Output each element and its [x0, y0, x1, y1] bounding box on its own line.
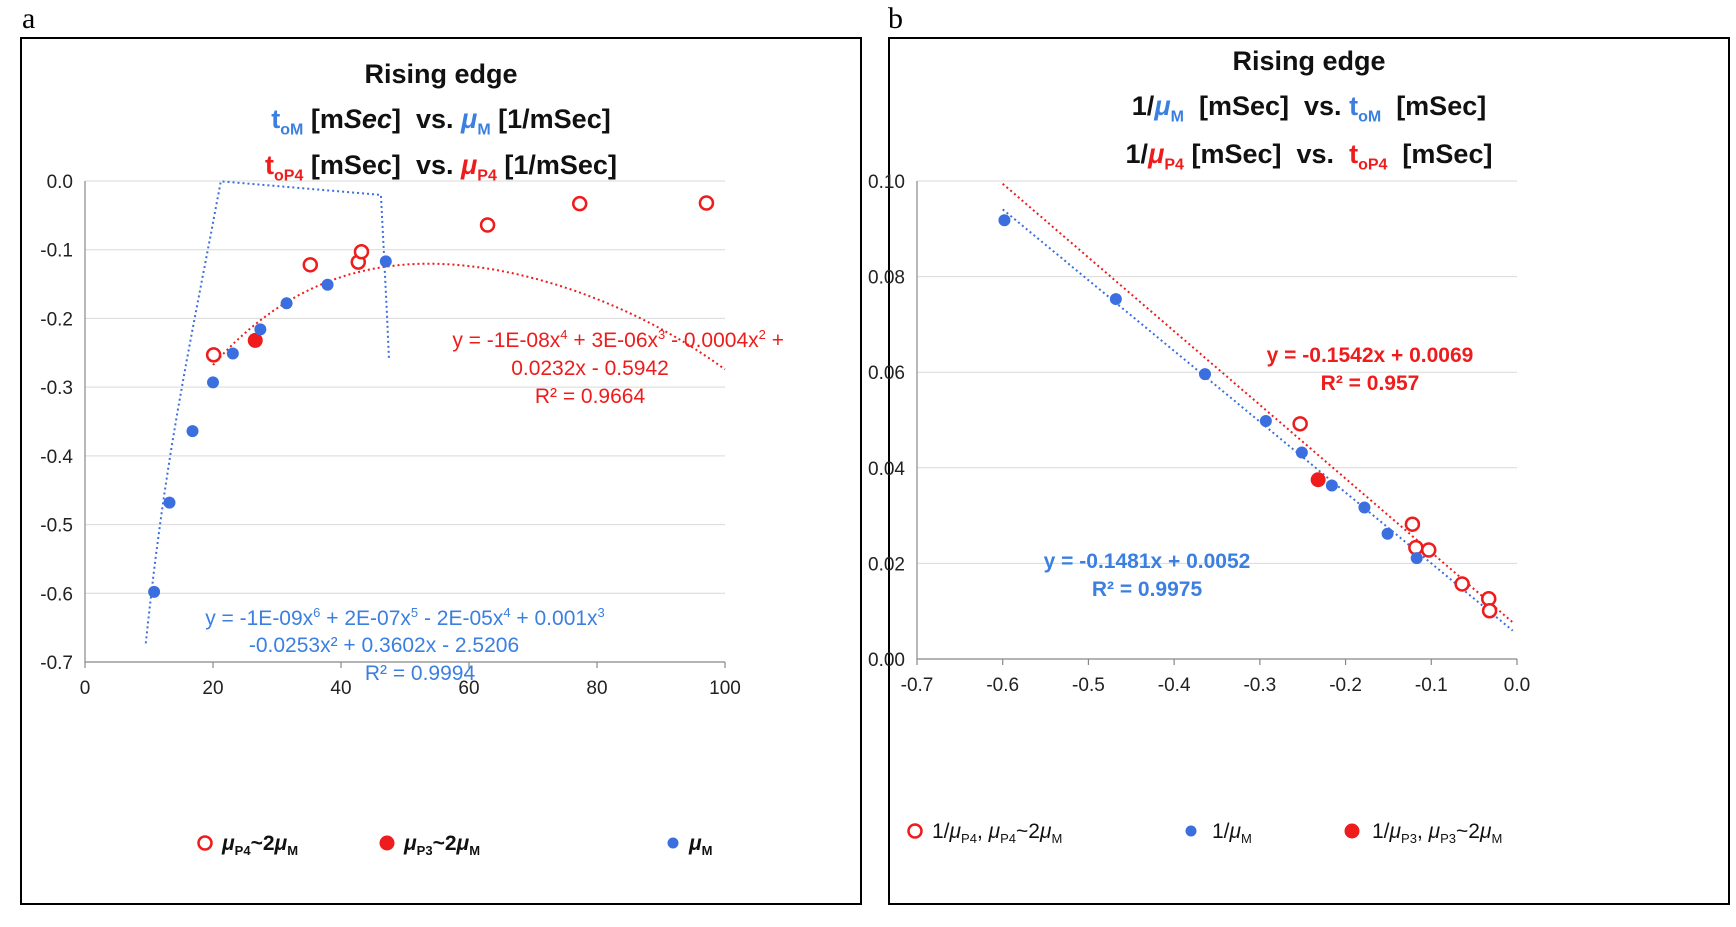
data-point	[571, 195, 588, 212]
legend-label-inv-mu-p3: 1/μP3, μP3~2μM	[1372, 820, 1502, 846]
data-point	[479, 217, 496, 233]
x-tick-label: 0.0	[1504, 675, 1530, 696]
x-tick-label: 40	[330, 678, 351, 699]
panel-a: Rising edge toM [mSec] vs. μM [1/mSec] t…	[20, 37, 862, 905]
red-trend-equation-a-2: 0.0232x - 0.5942	[511, 357, 669, 380]
data-point	[1408, 539, 1424, 556]
data-point	[321, 278, 334, 291]
legend-label-mu-p3: μP3~2μM	[403, 832, 480, 858]
legend-label-mu-m: μM	[688, 832, 713, 858]
panel-a-label: a	[22, 2, 36, 35]
data-point	[1109, 293, 1122, 306]
panel-b-title: Rising edge	[1232, 46, 1386, 76]
data-point	[1420, 542, 1437, 558]
data-point	[254, 323, 267, 336]
data-point	[1295, 446, 1308, 459]
data-point	[1358, 501, 1371, 514]
panel-b-label: b	[888, 2, 903, 35]
x-tick-label: -0.2	[1329, 675, 1362, 696]
legend-marker-open-red-b	[907, 823, 923, 839]
data-point	[1292, 416, 1308, 432]
data-point	[698, 195, 715, 211]
data-point	[205, 347, 222, 363]
red-trend-r2-a: R² = 0.9664	[535, 385, 646, 408]
data-point	[1381, 527, 1394, 540]
blue-trend-equation-a: y = -1E-09x6 + 2E-07x5 - 2E-05x4 + 0.001…	[205, 605, 605, 630]
panel-b: Rising edge 1/μM [mSec] vs. toM [mSec] 1…	[868, 37, 1730, 905]
blue-trend-equation-b: y = -0.1481x + 0.0052	[1044, 550, 1251, 573]
y-tick-label: 0.06	[868, 363, 905, 384]
y-tick-label: 0.08	[868, 268, 905, 289]
data-point	[998, 214, 1011, 227]
x-tick-label: -0.5	[1072, 675, 1105, 696]
panel-b-subtitle-1: 1/μM [mSec] vs. toM [mSec]	[1131, 91, 1487, 126]
data-point	[1454, 576, 1470, 592]
data-point	[1310, 472, 1326, 488]
data-point	[1404, 516, 1421, 532]
data-point	[186, 425, 199, 438]
data-point	[148, 585, 161, 598]
legend-marker-open-red	[197, 835, 213, 851]
data-point	[280, 297, 293, 310]
legend-label-inv-mu-p4: 1/μP4, μP4~2μM	[932, 820, 1062, 846]
x-tick-label: 80	[586, 678, 607, 699]
legend-label-mu-p4: μP4~2μM	[221, 832, 298, 858]
x-tick-label: -0.1	[1415, 675, 1448, 696]
data-point	[163, 496, 176, 509]
chart-a: 0.0 -0.1 -0.2 -0.3 -0.4 -0.5 -0.6 -0.7 0 20 40 60 80…	[40, 172, 784, 858]
data-point	[1410, 552, 1423, 565]
legend-marker-filled-red	[379, 835, 395, 851]
y-tick-label: -0.4	[40, 447, 73, 468]
y-tick-label: -0.3	[40, 378, 73, 399]
x-tick-label: 100	[709, 678, 741, 699]
data-point	[1325, 479, 1338, 492]
blue-trend-r2-b: R² = 0.9975	[1092, 578, 1203, 601]
panel-b-subtitle-2: 1/μP4 [mSec] vs. toP4 [mSec]	[1125, 139, 1493, 174]
y-tick-label: 0.0	[47, 172, 73, 193]
data-point	[353, 244, 370, 260]
x-tick-label: 0	[80, 678, 91, 699]
y-tick-label: -0.6	[40, 584, 73, 605]
y-tick-label: 0.04	[868, 459, 905, 480]
red-trend-equation-b: y = -0.1542x + 0.0069	[1267, 344, 1474, 367]
y-tick-label: 0.02	[868, 554, 905, 575]
x-tick-label: -0.6	[986, 675, 1019, 696]
x-tick-label: -0.3	[1243, 675, 1276, 696]
blue-trend-equation-a-2: -0.0253x² + 0.3602x - 2.5206	[249, 634, 519, 657]
data-point	[247, 332, 263, 348]
data-point	[207, 376, 219, 389]
red-trend-r2-b: R² = 0.957	[1321, 372, 1420, 395]
legend-label-inv-mu-m: 1/μM	[1212, 820, 1252, 846]
data-point	[1199, 368, 1211, 381]
x-tick-label: -0.4	[1158, 675, 1191, 696]
trendline	[144, 180, 390, 644]
legend-b: 1/μP4, μP4~2μM 1/μM 1/μP3, μP3~2μM	[907, 820, 1502, 846]
panel-a-title: Rising edge	[364, 59, 518, 89]
y-tick-label: -0.1	[40, 241, 73, 262]
data-point	[1259, 414, 1272, 427]
trendline	[1002, 208, 1514, 632]
data-point	[1481, 602, 1498, 619]
trendline	[212, 262, 726, 371]
data-point	[302, 257, 319, 273]
y-tick-label: -0.2	[40, 309, 73, 330]
x-tick-label: -0.7	[901, 675, 934, 696]
x-tick-label: 60	[458, 678, 479, 699]
y-tick-label: -0.5	[40, 516, 73, 537]
y-tick-label: 0.10	[868, 172, 905, 193]
legend-marker-blue-b	[1185, 825, 1197, 837]
y-tick-label: 0.00	[868, 650, 905, 671]
legend-a: μP4~2μM μP3~2μM μM	[197, 832, 713, 858]
red-trend-equation-a: y = -1E-08x4 + 3E-06x3 - 0.0004x2 +	[452, 327, 784, 352]
legend-marker-filled-red-b	[1344, 823, 1360, 839]
panel-a-subtitle-2: toP4 [mSec] vs. μP4 [1/mSec]	[265, 150, 617, 185]
chart-b: 0.00 0.02 0.04 0.06 0.08 0.10 -0.7 -0.6 -0.5 -0.4…	[868, 172, 1530, 846]
y-tick-label: -0.7	[40, 653, 73, 674]
data-point	[226, 347, 239, 360]
data-point	[379, 255, 392, 268]
blue-trend-r2-a: R² = 0.9994	[365, 662, 476, 685]
legend-marker-blue	[667, 837, 679, 849]
panel-a-subtitle-1: toM [mSec] vs. μM [1/mSec]	[271, 104, 611, 139]
x-tick-label: 20	[202, 678, 223, 699]
